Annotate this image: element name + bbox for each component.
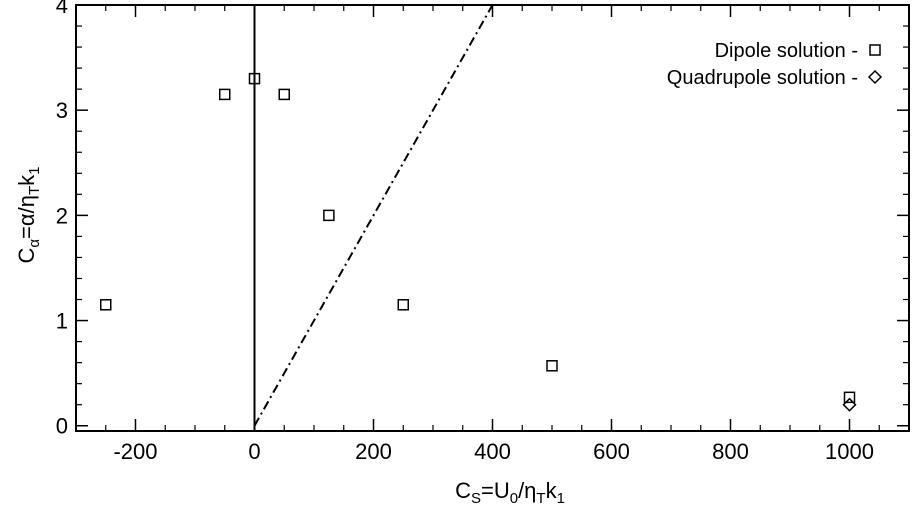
y-tick-label: 2	[56, 203, 68, 228]
dipole-point	[323, 209, 335, 222]
legend-label: Quadrupole solution -	[667, 67, 858, 89]
x-tick-label: 600	[593, 439, 630, 464]
y-axis-label: Cα=α/ηTk1	[14, 167, 43, 264]
legend-marker-diamond	[867, 69, 883, 85]
y-tick-labels: 0 1 2 3 4	[56, 0, 68, 439]
x-label-sub2: 0	[510, 490, 518, 507]
dipole-point	[397, 299, 409, 311]
dipole-point	[100, 299, 112, 311]
y-tick-label: 4	[56, 0, 68, 18]
dipole-point	[248, 72, 261, 85]
x-tick-label: 400	[474, 439, 511, 464]
reference-lines	[253, 4, 494, 431]
y-tick-label: 1	[56, 309, 68, 334]
x-label-sub1: S	[471, 490, 481, 507]
dipole-point	[546, 360, 558, 372]
plot-frame	[75, 4, 910, 432]
dash-dot-line	[253, 4, 494, 427]
quadrupole-point	[842, 397, 857, 412]
dipole-point	[843, 391, 856, 404]
x-axis-label: CS=U0/ηTk1	[455, 478, 565, 507]
y-label-mid2: k	[14, 174, 39, 186]
dipole-point	[219, 88, 231, 101]
x-tick-label: 1000	[825, 439, 874, 464]
x-tick-labels: -200 0 200 400 600 800 1000	[113, 439, 874, 464]
y-label-sub3: 1	[26, 167, 43, 175]
legend-marker-square	[869, 44, 881, 56]
dipole-point	[278, 88, 290, 101]
x-label-main: C	[455, 478, 471, 503]
x-label-mid3: k	[546, 478, 558, 503]
x-label-mid: =U	[481, 478, 510, 503]
y-label-main: C	[14, 248, 39, 264]
axis-ticks	[75, 4, 910, 431]
y-label-mid: =α/η	[14, 195, 39, 239]
y-tick-label: 0	[56, 414, 68, 439]
x-tick-label: 0	[248, 439, 260, 464]
x-label-sub4: 1	[557, 490, 565, 507]
y-tick-label: 3	[56, 98, 68, 123]
x-tick-label: 200	[355, 439, 392, 464]
x-label-mid2: /η	[518, 478, 536, 503]
y-label-sub2: T	[26, 186, 43, 195]
legend: Dipole solution - Quadrupole solution -	[667, 40, 883, 89]
data-markers	[100, 72, 857, 412]
x-label-sub3: T	[536, 490, 545, 507]
y-label-sub1: α	[26, 239, 43, 248]
x-tick-label: -200	[113, 439, 157, 464]
legend-label: Dipole solution -	[715, 40, 858, 62]
x-tick-label: 800	[712, 439, 749, 464]
